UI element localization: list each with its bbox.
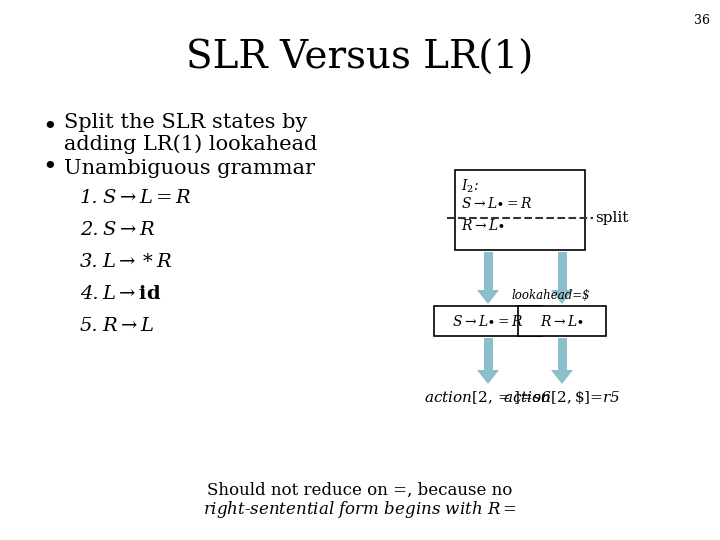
Text: $R \rightarrow L{\bullet}$: $R \rightarrow L{\bullet}$	[540, 314, 584, 328]
Text: 2.: 2.	[80, 221, 99, 239]
FancyBboxPatch shape	[518, 306, 606, 336]
Text: •: •	[42, 157, 57, 179]
Text: $S \rightarrow L{\bullet}{=}R$: $S \rightarrow L{\bullet}{=}R$	[461, 196, 532, 211]
Text: $action[2,{\$}]$=r5: $action[2,{\$}]$=r5	[503, 389, 621, 407]
Text: $S \rightarrow R$: $S \rightarrow R$	[102, 221, 155, 239]
Polygon shape	[557, 338, 567, 370]
Text: $S \rightarrow L = R$: $S \rightarrow L = R$	[102, 189, 192, 207]
Text: Should not reduce on =, because no: Should not reduce on =, because no	[207, 482, 513, 498]
Text: 5.: 5.	[80, 317, 99, 335]
Text: adding LR(1) lookahead: adding LR(1) lookahead	[64, 134, 318, 154]
FancyBboxPatch shape	[455, 170, 585, 250]
Text: $R \rightarrow L{\bullet}$: $R \rightarrow L{\bullet}$	[461, 218, 505, 233]
Text: right-sentential form begins with $R=$: right-sentential form begins with $R=$	[203, 500, 517, 521]
Text: lookahead=$: lookahead=$	[511, 289, 590, 302]
Text: Unambiguous grammar: Unambiguous grammar	[64, 159, 315, 178]
Polygon shape	[551, 370, 573, 384]
Text: $S \rightarrow L{\bullet}{=}R$: $S \rightarrow L{\bullet}{=}R$	[452, 314, 523, 328]
Text: •: •	[42, 117, 57, 139]
Polygon shape	[477, 370, 499, 384]
Text: $L \rightarrow \mathbf{id}$: $L \rightarrow \mathbf{id}$	[102, 285, 161, 303]
Text: 3.: 3.	[80, 253, 99, 271]
Text: SLR Versus LR(1): SLR Versus LR(1)	[186, 39, 534, 77]
Text: $R \rightarrow L$: $R \rightarrow L$	[102, 317, 155, 335]
Polygon shape	[484, 338, 492, 370]
Text: 36: 36	[694, 14, 710, 27]
Polygon shape	[477, 290, 499, 304]
Polygon shape	[484, 252, 492, 290]
Polygon shape	[551, 290, 573, 304]
Text: 4.: 4.	[80, 285, 99, 303]
Text: split: split	[595, 211, 629, 225]
Text: $I_2$:: $I_2$:	[461, 178, 479, 195]
Polygon shape	[557, 252, 567, 290]
Text: Split the SLR states by: Split the SLR states by	[64, 112, 307, 132]
Text: $action[2,{=}]$=s6: $action[2,{=}]$=s6	[424, 390, 552, 407]
FancyBboxPatch shape	[434, 306, 542, 336]
Text: 1.: 1.	[80, 189, 99, 207]
Text: $L \rightarrow * R$: $L \rightarrow * R$	[102, 253, 172, 271]
